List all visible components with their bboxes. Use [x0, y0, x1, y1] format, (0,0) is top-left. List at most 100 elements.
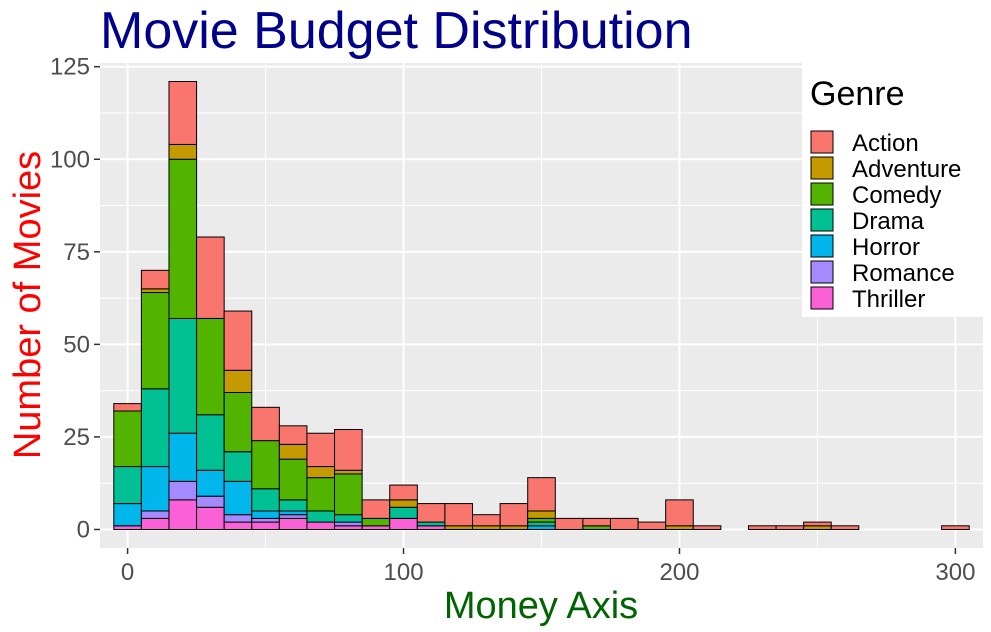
bar-drama-10: [140, 388, 170, 468]
bar-action-80: [334, 429, 363, 471]
chart-title: Movie Budget Distribution: [100, 2, 693, 60]
y-tick-label: 0: [77, 516, 90, 543]
bar-action-150: [527, 477, 556, 512]
major-gridlines: [100, 63, 983, 548]
x-axis: 0 100 200 300: [121, 548, 975, 586]
bar-thriller-80: [334, 525, 363, 530]
bar-action-60: [278, 425, 308, 445]
bar-thriller-10: [140, 517, 170, 530]
legend-key-romance: [810, 260, 834, 284]
x-tick-label: 100: [384, 559, 424, 586]
legend-items: ActionAdventureComedyDramaHorrorRomanceT…: [810, 130, 961, 313]
bar-romance-10: [140, 510, 170, 519]
bar-comedy-80: [334, 473, 363, 516]
bar-action-90: [361, 499, 391, 519]
bar-horror-0: [113, 503, 142, 527]
bar-adventure-140: [499, 525, 529, 530]
bar-drama-70: [306, 510, 336, 523]
legend-key-action: [810, 130, 834, 154]
bar-comedy-60: [278, 458, 308, 501]
bar-action-100: [389, 484, 418, 501]
bar-action-40: [223, 310, 253, 371]
bar-comedy-40: [223, 392, 253, 453]
bar-action-210: [692, 525, 722, 530]
bar-thriller-30: [196, 506, 225, 530]
bar-adventure-250: [803, 525, 832, 530]
bar-horror-30: [196, 469, 225, 497]
bar-comedy-20: [168, 158, 198, 319]
bar-action-170: [582, 517, 611, 527]
bar-adventure-100: [389, 499, 418, 508]
legend-label-romance: Romance: [852, 260, 955, 287]
bar-adventure-20: [168, 143, 198, 160]
bar-comedy-150: [527, 517, 556, 523]
y-tick-label: 75: [63, 239, 90, 266]
bar-drama-110: [416, 521, 446, 527]
y-tick-label: 100: [50, 146, 90, 173]
legend-label-adventure: Adventure: [852, 156, 961, 183]
bar-horror-20: [168, 432, 198, 482]
bar-romance-80: [334, 521, 363, 527]
bar-drama-150: [527, 521, 556, 527]
bar-action-160: [554, 517, 584, 530]
bar-action-10: [140, 269, 170, 290]
bar-horror-50: [251, 510, 280, 519]
bars: [113, 81, 970, 530]
bar-romance-60: [278, 514, 308, 519]
bar-comedy-30: [196, 317, 225, 416]
bar-action-130: [472, 514, 501, 527]
bar-thriller-60: [278, 517, 308, 530]
y-axis: 0 25 50 75 100 125: [50, 54, 100, 543]
y-tick-label: 125: [50, 54, 90, 81]
legend: Genre ActionAdventureComedyDramaHorrorRo…: [802, 63, 983, 317]
bar-thriller-20: [168, 499, 198, 530]
bar-action-240: [775, 525, 805, 530]
y-tick-label: 50: [63, 331, 90, 358]
bar-action-250: [803, 521, 832, 527]
legend-label-horror: Horror: [852, 234, 920, 261]
bar-action-190: [637, 521, 667, 530]
y-axis-label: Number of Movies: [7, 151, 49, 459]
legend-label-thriller: Thriller: [852, 286, 925, 313]
bar-thriller-0: [113, 525, 142, 530]
bar-adventure-120: [444, 525, 474, 530]
bar-adventure-150: [527, 510, 556, 519]
bar-action-300: [941, 525, 970, 530]
x-axis-label: Money Axis: [444, 585, 638, 627]
legend-key-comedy: [810, 182, 834, 206]
bar-drama-50: [251, 488, 280, 512]
bar-horror-60: [278, 510, 308, 516]
bar-comedy-90: [361, 517, 391, 527]
bar-action-70: [306, 432, 336, 468]
bar-romance-40: [223, 514, 253, 523]
bar-horror-40: [223, 480, 253, 516]
bar-thriller-40: [223, 521, 253, 530]
legend-key-drama: [810, 208, 834, 232]
bar-drama-80: [334, 514, 363, 523]
x-tick-label: 200: [659, 559, 699, 586]
bar-romance-30: [196, 495, 225, 508]
bar-horror-150: [527, 525, 556, 530]
bar-horror-10: [140, 466, 170, 512]
bar-action-120: [444, 503, 474, 527]
bar-adventure-200: [665, 525, 694, 530]
bar-adventure-40: [223, 369, 253, 394]
bar-action-140: [499, 503, 529, 527]
bar-drama-40: [223, 451, 253, 482]
legend-key-horror: [810, 234, 834, 258]
bar-drama-20: [168, 317, 198, 434]
bar-adventure-70: [306, 466, 336, 479]
bar-comedy-0: [113, 410, 142, 468]
y-tick-label: 25: [63, 424, 90, 451]
bar-action-230: [747, 525, 777, 530]
x-tick-label: 0: [121, 559, 134, 586]
bar-action-200: [665, 499, 694, 527]
legend-label-action: Action: [852, 130, 919, 157]
bar-action-0: [113, 403, 142, 412]
bar-comedy-170: [582, 525, 611, 530]
bar-thriller-90: [361, 525, 391, 530]
legend-label-comedy: Comedy: [852, 182, 941, 209]
bar-drama-60: [278, 499, 308, 512]
bar-action-20: [168, 81, 198, 145]
